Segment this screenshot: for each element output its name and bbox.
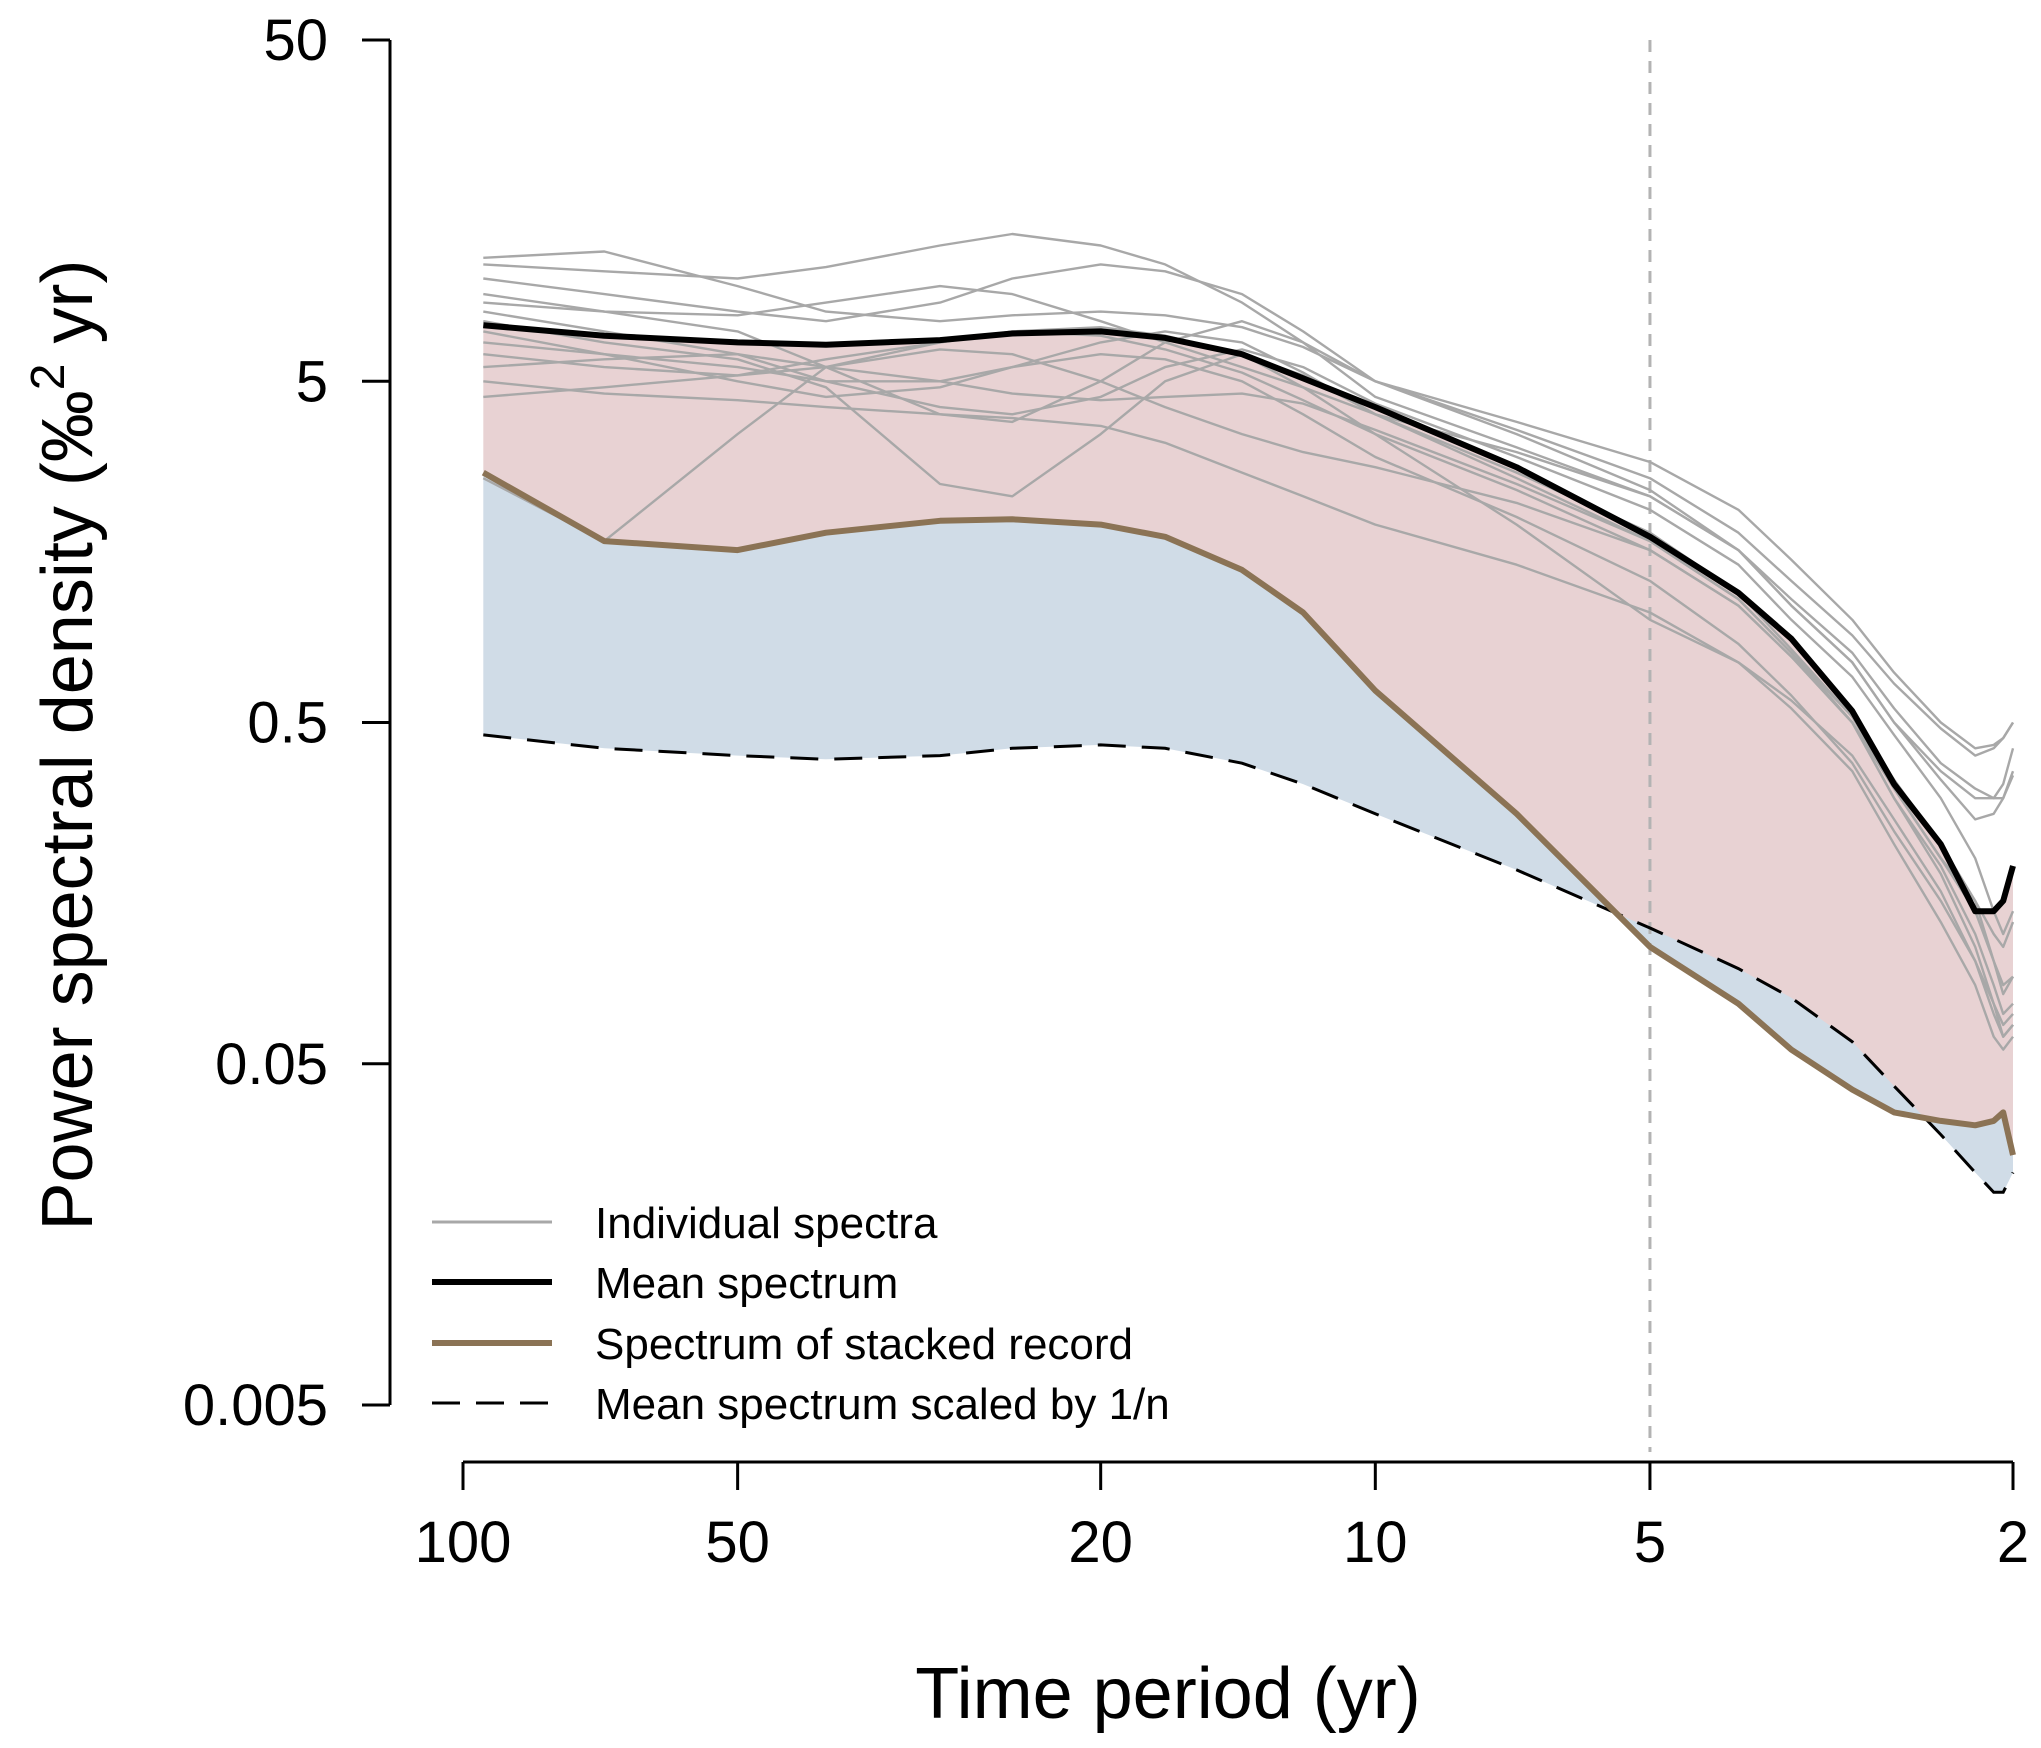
stacked-spectrum-line: [481, 469, 2016, 1156]
x-axis: 100 50 20 10 5 2: [415, 1460, 2029, 1575]
x-tick-label: 20: [1068, 1510, 1133, 1575]
y-axis: 50 5 0.5 0.05 0.005: [183, 8, 392, 1438]
individual-spectra-group: [482, 232, 2015, 1051]
individual-spectrum-line-11: [483, 380, 2014, 1051]
y-tick-label: 0.05: [215, 1032, 328, 1097]
legend-label-individual: Individual spectra: [595, 1199, 938, 1248]
y-ticks: 50 5 0.5 0.05 0.005: [183, 8, 390, 1438]
individual-spectrum-line-13: [482, 330, 2014, 1038]
mean-spectrum-line: [483, 322, 2016, 915]
y-tick-label: 0.5: [247, 691, 328, 756]
x-tick-label: 100: [415, 1510, 512, 1575]
individual-spectrum-line-4: [483, 284, 2015, 800]
y-tick-label: 50: [263, 8, 328, 73]
x-tick-label: 2: [1997, 1510, 2029, 1575]
scaled-mean-spectrum-line: [483, 733, 2015, 1194]
y-axis-title-exponent: 2: [22, 363, 75, 390]
y-tick-label: 0.005: [183, 1373, 328, 1438]
individual-spectrum-line-14: [483, 250, 2015, 750]
individual-spectrum-line-1: [483, 232, 2015, 800]
x-tick-label: 50: [705, 1510, 770, 1575]
individual-spectrum-line-5: [483, 310, 2015, 936]
fill-stacked-to-scaled: [483, 472, 2013, 1193]
main-series-group: [481, 322, 2016, 1194]
individual-spectrum-line-12: [483, 326, 2014, 1038]
legend-label-scaled: Mean spectrum scaled by 1/n: [595, 1380, 1170, 1429]
x-axis-title: Time period (yr): [915, 1654, 1420, 1734]
x-tick-label: 5: [1634, 1510, 1666, 1575]
legend-label-stacked: Spectrum of stacked record: [595, 1320, 1133, 1369]
legend: Individual spectra Mean spectrum Spectru…: [432, 1199, 1170, 1429]
individual-spectrum-line-3: [483, 292, 2015, 821]
individual-spectrum-line-9: [483, 348, 2014, 987]
legend-label-mean: Mean spectrum: [595, 1259, 898, 1308]
x-tick-label: 10: [1343, 1510, 1408, 1575]
individual-spectrum-line-8: [483, 341, 2014, 1027]
y-axis-title-unit: yr): [28, 260, 108, 364]
y-axis-title-permil: ‰: [28, 390, 108, 462]
individual-spectrum-line-10: [483, 353, 2014, 1016]
x-ticks: 100 50 20 10 5 2: [415, 1462, 2029, 1575]
individual-spectrum-line-2: [483, 263, 2015, 757]
y-axis-title-prefix: Power spectral density (: [28, 462, 108, 1230]
y-tick-label: 5: [296, 349, 328, 414]
y-axis-title: Power spectral density (‰2 yr): [22, 260, 108, 1231]
